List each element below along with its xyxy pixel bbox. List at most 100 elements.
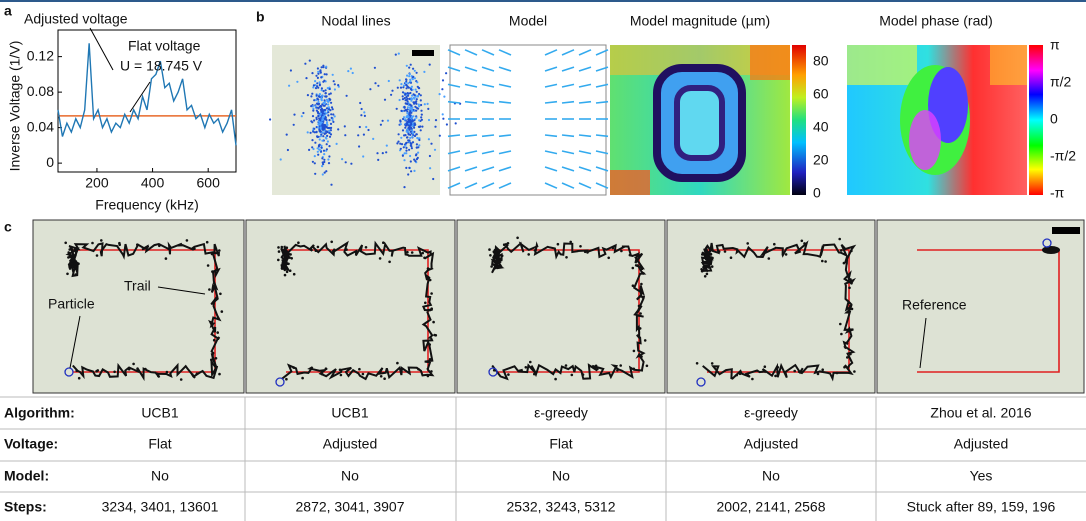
nodal-dot bbox=[328, 131, 331, 135]
nodal-dot bbox=[326, 109, 329, 112]
nodal-dot bbox=[410, 97, 414, 101]
trail-dot bbox=[850, 249, 853, 253]
nodal-dot bbox=[311, 139, 314, 142]
nodal-dot bbox=[399, 86, 403, 89]
trail-dot bbox=[631, 266, 635, 270]
nodal-dot bbox=[304, 62, 307, 65]
trail-dot bbox=[67, 256, 70, 259]
trail-dot bbox=[488, 248, 491, 251]
nodal-dot bbox=[374, 82, 377, 85]
trail-dot bbox=[74, 265, 77, 269]
cell: No bbox=[552, 468, 570, 484]
nodal-dot bbox=[381, 152, 384, 155]
nodal-dot bbox=[327, 158, 330, 161]
trail-dot bbox=[492, 263, 495, 266]
line bbox=[57, 43, 237, 146]
nodal-dot bbox=[383, 98, 387, 101]
nodal-dot bbox=[410, 85, 413, 88]
trail-dot bbox=[705, 272, 709, 276]
nodal-dot bbox=[317, 153, 320, 156]
nodal-dot bbox=[331, 118, 334, 122]
model-image bbox=[449, 44, 607, 196]
trail-dot bbox=[283, 273, 287, 277]
field-arrow bbox=[481, 83, 495, 88]
trail-dot bbox=[316, 245, 320, 249]
trail-dot bbox=[382, 241, 385, 244]
trail-dot bbox=[432, 320, 435, 324]
trail bbox=[280, 240, 435, 381]
trail-dot bbox=[492, 369, 496, 372]
trail-dot bbox=[706, 255, 710, 259]
nodal-dot bbox=[317, 70, 320, 73]
nodal-dot bbox=[441, 113, 444, 116]
trail-dot bbox=[70, 262, 74, 266]
nodal-dot bbox=[324, 136, 327, 139]
trail-dot bbox=[524, 366, 528, 369]
panel-title: Model magnitude (µm) bbox=[630, 13, 770, 29]
field-arrow bbox=[578, 182, 592, 189]
nodal-dot bbox=[400, 136, 403, 139]
phase-colorbar bbox=[1029, 45, 1043, 195]
nodal-dot bbox=[387, 79, 390, 83]
nodal-dot bbox=[405, 95, 408, 99]
trail-dot bbox=[158, 244, 161, 248]
nodal-dot bbox=[433, 148, 437, 151]
trail-dot bbox=[75, 369, 78, 373]
trail-dot bbox=[496, 265, 500, 268]
nodal-dot bbox=[296, 80, 299, 83]
trail-dot bbox=[289, 253, 292, 256]
nodal-dot bbox=[311, 146, 314, 149]
nodal-dot bbox=[413, 69, 416, 72]
nodal-dot bbox=[362, 155, 365, 158]
trail-dot bbox=[345, 248, 348, 251]
nodal-dot bbox=[316, 85, 319, 88]
nodal-dot bbox=[409, 133, 412, 136]
field-arrow bbox=[561, 150, 575, 155]
nodal-dot bbox=[414, 88, 417, 91]
cell: 3234, 3401, 13601 bbox=[102, 499, 219, 515]
nodal-dot bbox=[308, 59, 311, 62]
nodal-dot bbox=[324, 102, 327, 105]
nodal-dot bbox=[320, 146, 323, 149]
nodal-dot bbox=[317, 100, 320, 104]
nodal-dot bbox=[405, 152, 408, 155]
nodal-dot bbox=[327, 108, 331, 111]
nodal-dot bbox=[315, 102, 319, 105]
trail-dot bbox=[642, 272, 645, 275]
trail-dot bbox=[210, 358, 213, 362]
colorbar-tick: 80 bbox=[813, 53, 829, 69]
nodal-dot bbox=[405, 146, 408, 149]
nodal-dot bbox=[328, 155, 331, 158]
trail-dot bbox=[292, 366, 296, 369]
nodal-dot bbox=[320, 76, 323, 79]
field-arrow bbox=[578, 166, 592, 172]
field-arrow bbox=[447, 150, 461, 155]
x-tick-label: 600 bbox=[197, 175, 221, 191]
trail-dot bbox=[378, 257, 382, 260]
trail-dot bbox=[292, 272, 296, 276]
nodal-dot bbox=[409, 80, 412, 83]
nodal-dot bbox=[321, 131, 324, 134]
nodal-dot bbox=[385, 151, 388, 154]
nodal-dot bbox=[430, 142, 433, 145]
nodal-dot bbox=[329, 133, 333, 136]
nodal-dot bbox=[386, 119, 390, 122]
cell: Adjusted bbox=[323, 436, 377, 452]
nodal-dot bbox=[410, 115, 414, 118]
nodal-dot bbox=[400, 109, 403, 112]
nodal-dot bbox=[418, 138, 421, 142]
nodal-dot bbox=[409, 130, 412, 133]
colorbar-tick: 40 bbox=[813, 119, 829, 135]
nodal-dot bbox=[317, 123, 320, 126]
trail-dot bbox=[113, 370, 116, 374]
particle bbox=[64, 367, 74, 377]
trail bbox=[700, 240, 857, 382]
trail-dot bbox=[581, 373, 585, 376]
nodal-dot bbox=[330, 106, 334, 109]
trail bbox=[490, 241, 647, 381]
nodal-dot bbox=[398, 98, 401, 102]
nodal-dot bbox=[408, 66, 411, 69]
trail-dot bbox=[849, 304, 852, 308]
nodal-dot bbox=[413, 134, 417, 138]
nodal-dot bbox=[441, 79, 445, 82]
